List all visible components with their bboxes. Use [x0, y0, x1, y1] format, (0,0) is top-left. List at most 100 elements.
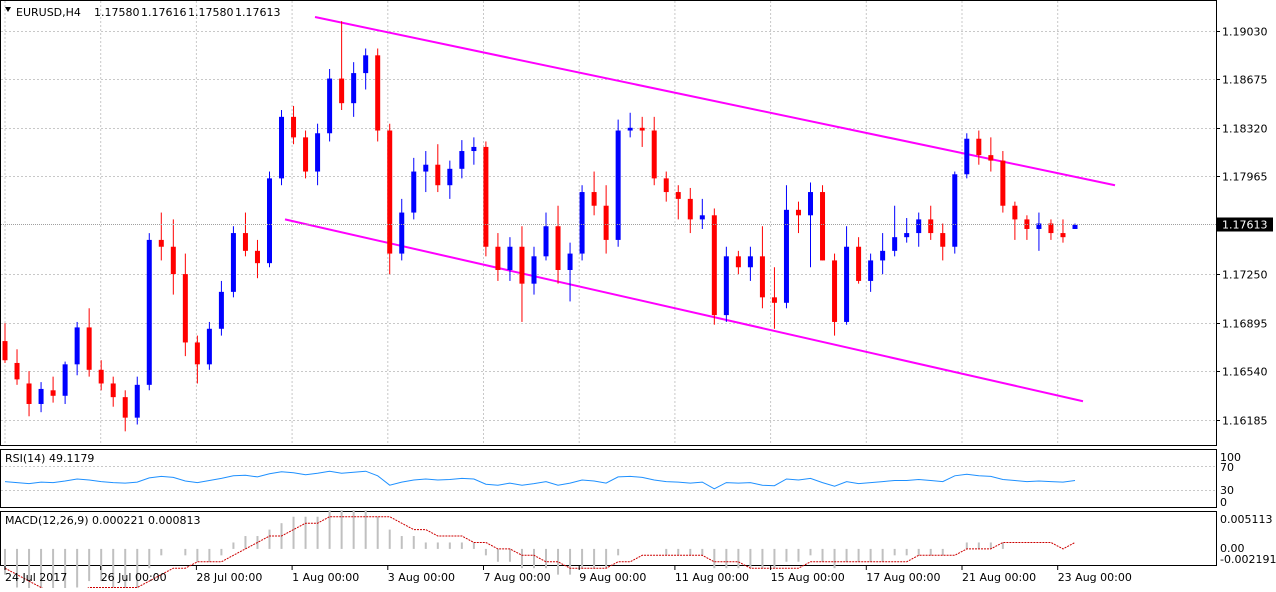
symbol-timeframe: EURUSD,H4 — [16, 6, 81, 19]
candle — [832, 253, 838, 336]
rsi-label: RSI(14) 49.1179 — [5, 452, 94, 465]
candle — [579, 185, 585, 261]
current-price-value: 1.17613 — [1222, 219, 1268, 232]
candle — [170, 219, 176, 295]
channel-lines[interactable] — [284, 16, 1116, 403]
candle — [38, 382, 44, 413]
candle — [327, 68, 333, 142]
candle — [339, 21, 345, 111]
macd-label: MACD(12,26,9) 0.000221 0.000813 — [5, 514, 201, 527]
time-tick-label: 3 Aug 00:00 — [388, 571, 455, 584]
candle — [230, 226, 236, 298]
candle — [916, 212, 922, 247]
candle — [50, 376, 56, 403]
price-tick-label: 1.18675 — [1222, 74, 1268, 87]
candle — [639, 116, 645, 147]
candle — [387, 123, 393, 275]
ohlc-high: 1.17616 — [141, 6, 187, 19]
triangle-down-icon[interactable] — [5, 7, 11, 12]
candle — [868, 253, 874, 292]
candle — [495, 233, 501, 281]
price-tick-label: 1.16185 — [1222, 415, 1268, 428]
time-tick-label: 28 Jul 00:00 — [196, 571, 262, 584]
rsi-tick-100: 100 — [1220, 451, 1241, 464]
candle — [182, 253, 188, 357]
rsi-pane[interactable] — [0, 449, 1217, 508]
rsi-axis: 100 70 30 0 — [1220, 451, 1241, 509]
candle — [820, 185, 826, 261]
candle — [507, 237, 513, 281]
candle — [303, 130, 309, 179]
candle — [86, 308, 92, 377]
candle — [567, 242, 573, 302]
candle — [363, 48, 369, 90]
candle — [555, 205, 561, 284]
candle — [411, 157, 417, 220]
candle — [771, 267, 777, 329]
candle — [158, 212, 164, 261]
candle — [940, 223, 946, 261]
candle — [615, 119, 621, 247]
channel-upper-line[interactable] — [314, 16, 1116, 187]
candle — [375, 48, 381, 142]
candle — [723, 246, 729, 322]
macd-tick-zero: 0.00 — [1220, 542, 1245, 555]
candle — [675, 185, 681, 220]
candle — [1000, 151, 1006, 213]
channel-lower-line[interactable] — [284, 218, 1084, 403]
candle — [795, 201, 801, 234]
ohlc-close: 1.17613 — [235, 6, 281, 19]
candle — [735, 250, 741, 275]
macd-tick-top: 0.005113 — [1220, 513, 1273, 526]
price-tick-label: 1.18320 — [1222, 123, 1268, 136]
candle — [783, 185, 789, 309]
time-axis[interactable]: 24 Jul 2017 26 Jul 00:00 28 Jul 00:00 1 Aug… — [4, 566, 1132, 584]
candle — [663, 171, 669, 202]
current-price-tag-bg — [1217, 217, 1273, 232]
candle — [351, 62, 357, 117]
candle — [687, 187, 693, 234]
candle — [254, 239, 260, 279]
candle — [14, 349, 20, 385]
candle — [759, 226, 765, 309]
candle — [928, 205, 934, 240]
price-tick-label: 1.16540 — [1222, 366, 1268, 379]
candle — [880, 233, 886, 275]
macd-tick-bottom: -0.002191 — [1220, 553, 1276, 566]
candle — [603, 185, 609, 254]
candle — [194, 335, 200, 384]
macd-pane[interactable] — [0, 511, 1217, 566]
candle — [315, 123, 321, 186]
candle — [399, 198, 405, 261]
candle — [146, 233, 152, 391]
candle — [134, 376, 140, 425]
candle — [952, 171, 958, 254]
candle — [2, 323, 8, 363]
candle — [1024, 215, 1030, 240]
time-tick-label: 17 Aug 00:00 — [866, 571, 940, 584]
candle — [711, 208, 717, 325]
candle — [531, 246, 537, 295]
candle — [976, 130, 982, 165]
time-tick-label: 9 Aug 00:00 — [579, 571, 646, 584]
candle — [699, 198, 705, 229]
candle — [1048, 219, 1054, 240]
time-tick-label: 7 Aug 00:00 — [484, 571, 551, 584]
candle — [844, 226, 850, 325]
current-price-tag: 1.17613 — [1217, 217, 1273, 232]
candle — [62, 361, 68, 404]
candle — [423, 151, 429, 193]
candle — [808, 182, 814, 268]
candle — [447, 160, 453, 199]
symbol-header: EURUSD,H4 1.17580 1.17616 1.17580 1.1761… — [5, 6, 281, 19]
ohlc-open: 1.17580 — [94, 6, 140, 19]
time-tick-label: 1 Aug 00:00 — [292, 571, 359, 584]
candle — [747, 246, 753, 281]
time-tick-label: 15 Aug 00:00 — [771, 571, 845, 584]
time-tick-label: 21 Aug 00:00 — [962, 571, 1036, 584]
price-axis[interactable]: 1.19030 1.18675 1.18320 1.17965 1.17250 1.168… — [1216, 26, 1268, 428]
candle — [122, 390, 128, 432]
candle — [291, 105, 297, 145]
